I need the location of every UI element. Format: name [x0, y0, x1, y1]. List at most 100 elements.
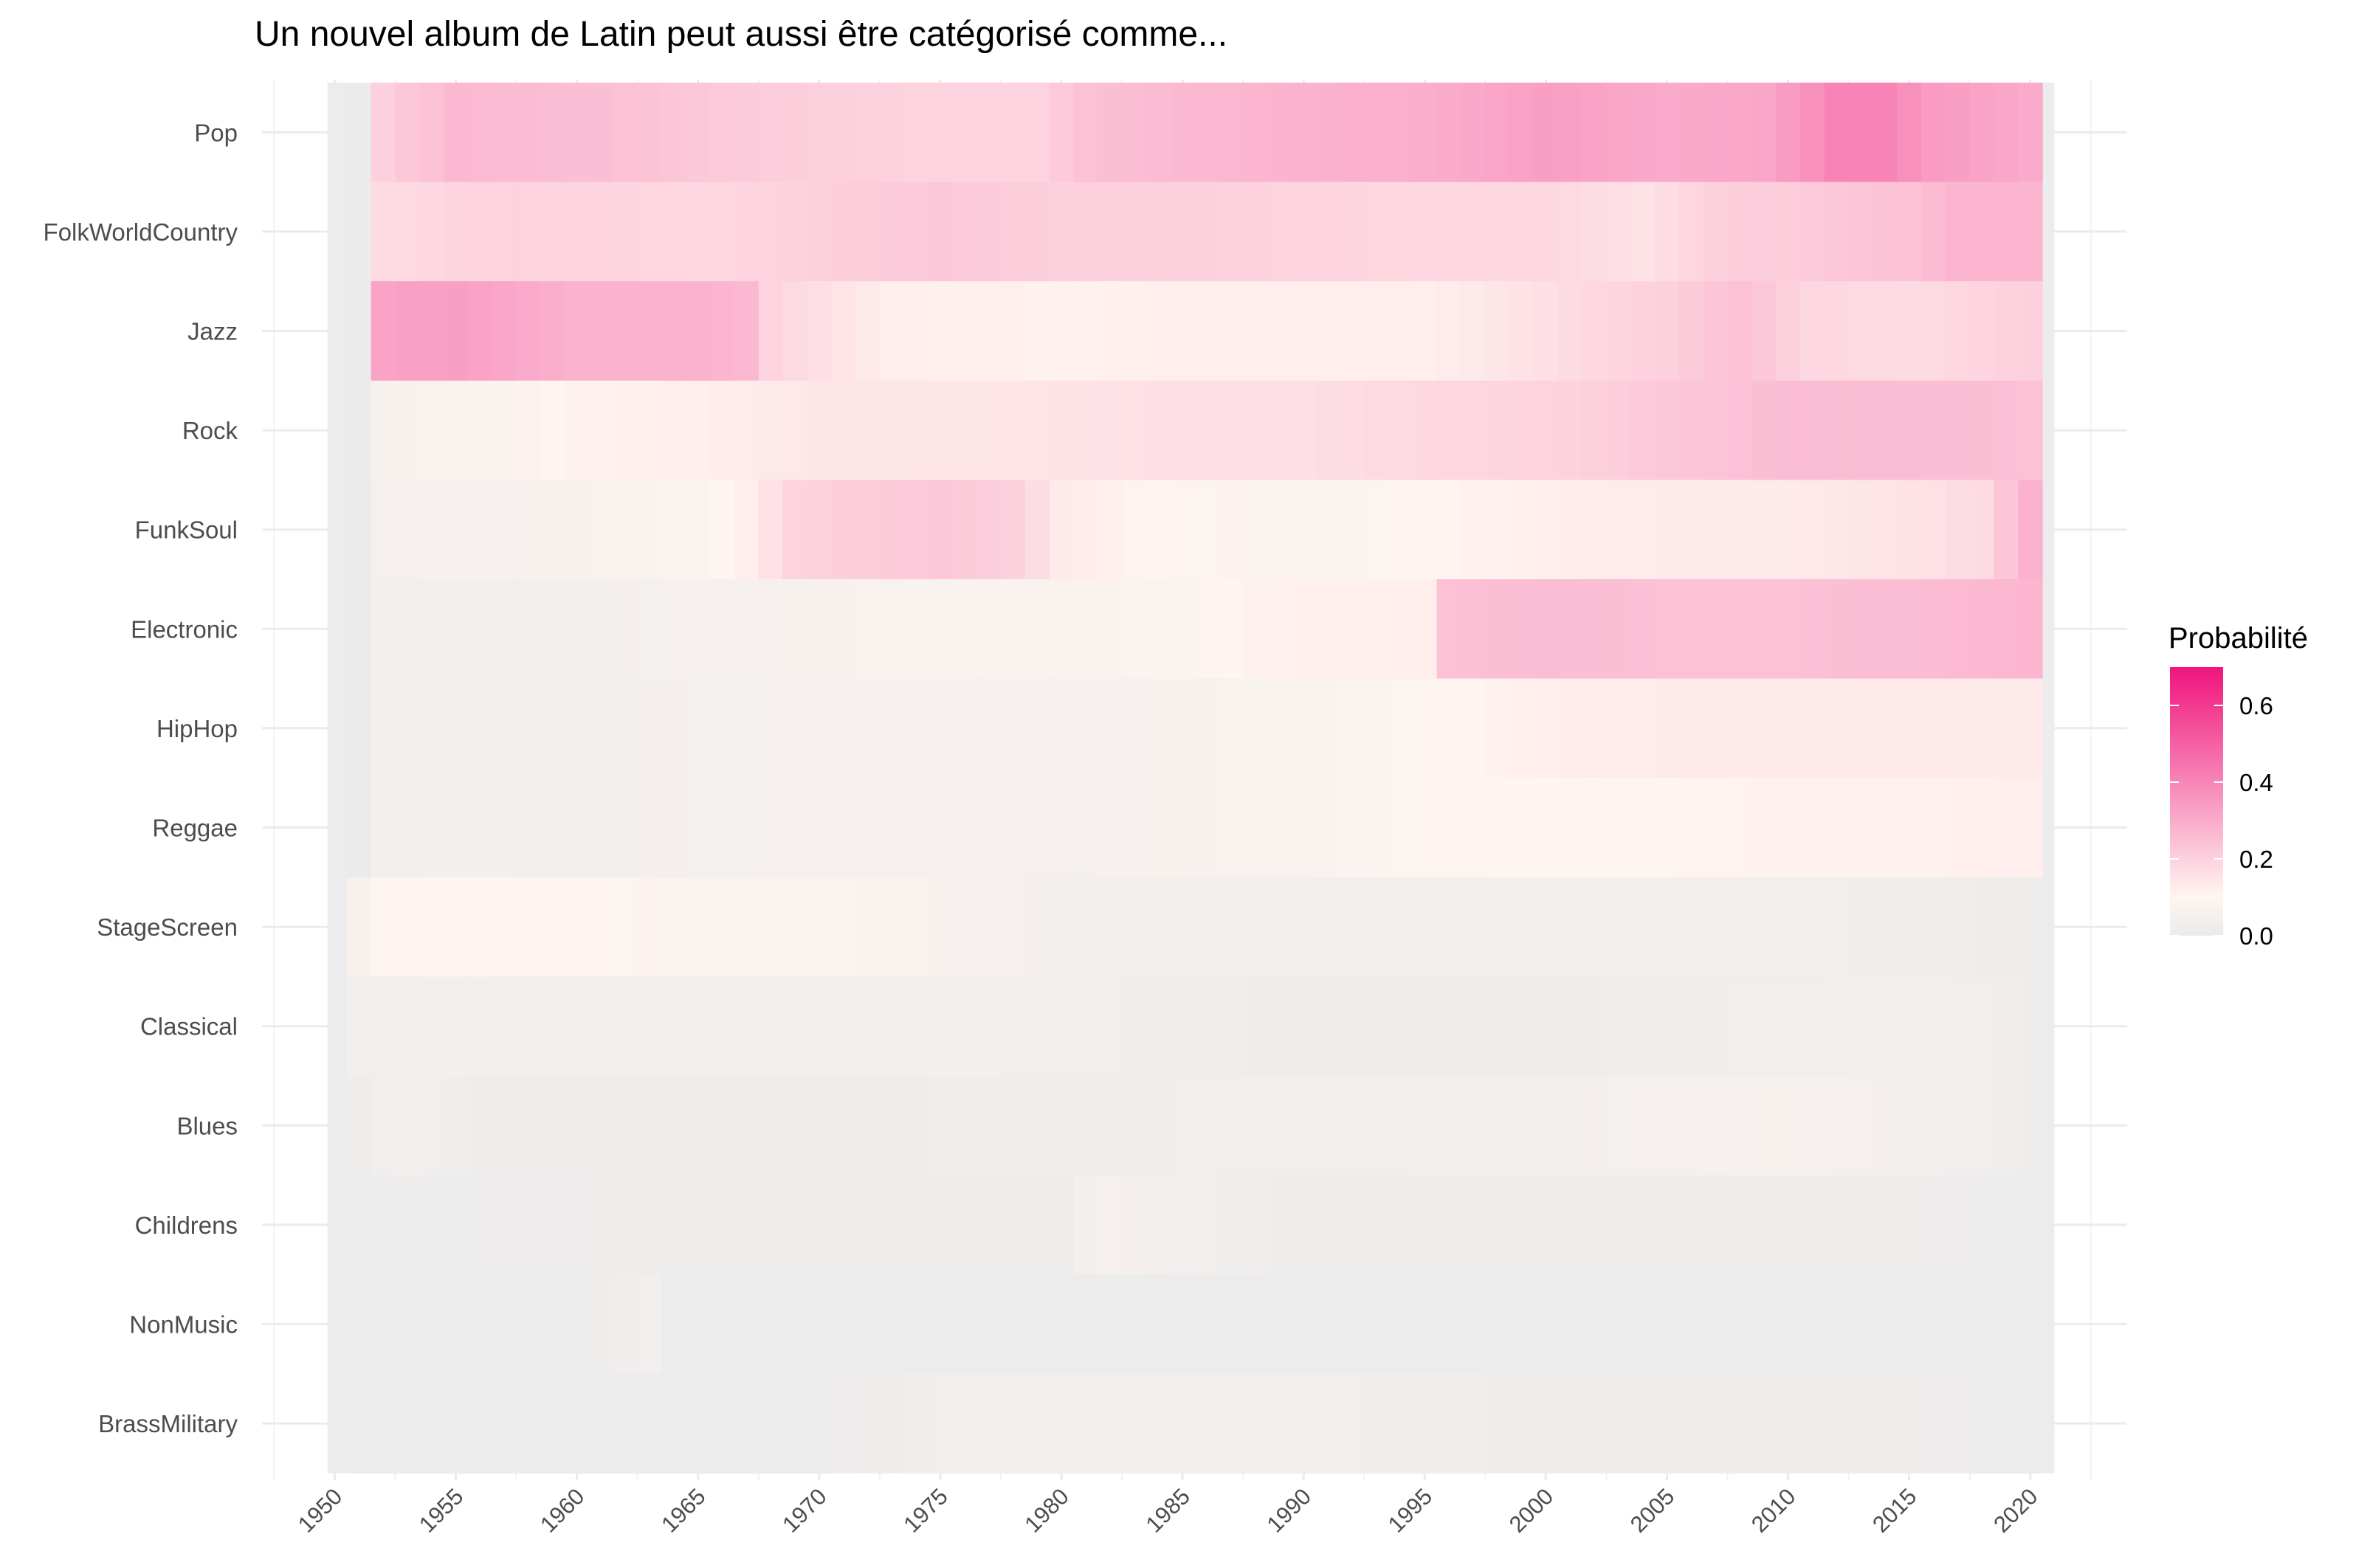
heatmap-cell	[1945, 1373, 1971, 1474]
heatmap-cell	[1703, 480, 1729, 580]
y-tick-label: FunkSoul	[135, 517, 238, 544]
heatmap-cell	[661, 1274, 686, 1375]
heatmap-cell	[928, 1175, 953, 1275]
heatmap-cell	[734, 480, 759, 580]
heatmap-cell	[1582, 1274, 1608, 1375]
heatmap-cell	[589, 579, 614, 680]
heatmap-cell	[1291, 1274, 1317, 1375]
heatmap-cell	[1873, 678, 1898, 778]
heatmap-cell	[589, 380, 614, 480]
heatmap-cell	[1897, 778, 1922, 878]
heatmap-cell	[1122, 182, 1147, 282]
heatmap-cell	[758, 1175, 784, 1275]
heatmap-cell	[1098, 281, 1123, 381]
heatmap-cell	[1703, 976, 1729, 1077]
heatmap-cell	[1873, 778, 1898, 878]
heatmap-cell	[1824, 1076, 1850, 1176]
heatmap-cell	[1291, 83, 1317, 183]
heatmap-cell	[1873, 281, 1898, 381]
heatmap-cell	[1630, 579, 1656, 680]
heatmap-cell	[1098, 877, 1123, 977]
heatmap-cell	[807, 778, 832, 878]
heatmap-cell	[879, 1076, 905, 1176]
heatmap-cell	[1000, 1274, 1026, 1375]
heatmap-cell	[467, 1175, 493, 1275]
heatmap-cell	[1388, 182, 1413, 282]
heatmap-cell	[952, 778, 977, 878]
heatmap-cell	[467, 1373, 493, 1474]
heatmap-cell	[1533, 380, 1559, 480]
heatmap-cell	[1509, 579, 1534, 680]
heatmap-cell	[1073, 579, 1098, 680]
heatmap-cell	[467, 579, 493, 680]
heatmap-cell	[1049, 1175, 1075, 1275]
heatmap-cell	[467, 778, 493, 878]
heatmap-cell	[589, 678, 614, 778]
heatmap-cell	[1122, 1373, 1147, 1474]
heatmap-cell	[613, 1373, 638, 1474]
heatmap-cell	[346, 579, 372, 680]
heatmap-cell	[1219, 380, 1244, 480]
heatmap-cell	[1678, 380, 1704, 480]
heatmap-cell	[346, 1274, 372, 1375]
heatmap-cell	[346, 678, 372, 778]
heatmap-cell	[710, 380, 735, 480]
heatmap-cell	[710, 877, 735, 977]
heatmap-cell	[589, 182, 614, 282]
heatmap-cell	[1461, 1076, 1486, 1176]
heatmap-cell	[2018, 1175, 2043, 1275]
heatmap-cell	[879, 877, 905, 977]
heatmap-cell	[1703, 678, 1729, 778]
heatmap-cell	[661, 1076, 686, 1176]
heatmap-cell	[1776, 678, 1801, 778]
heatmap-cell	[1024, 182, 1050, 282]
heatmap-cell	[1994, 1076, 2019, 1176]
heatmap-cell	[1485, 380, 1510, 480]
heatmap-cell	[1921, 579, 1946, 680]
heatmap-cell	[1412, 877, 1438, 977]
heatmap-cell	[1364, 976, 1389, 1077]
heatmap-cell	[952, 579, 977, 680]
x-tick-label: 1965	[656, 1483, 711, 1538]
heatmap-cell	[1994, 182, 2019, 282]
heatmap-cell	[1412, 281, 1438, 381]
heatmap-cell	[419, 877, 444, 977]
heatmap-cell	[1412, 976, 1438, 1077]
heatmap-cell	[1678, 579, 1704, 680]
heatmap-cell	[1098, 976, 1123, 1077]
heatmap-cell	[1824, 83, 1850, 183]
heatmap-cell	[661, 579, 686, 680]
heatmap-cell	[1751, 1274, 1777, 1375]
heatmap-cell	[903, 83, 929, 183]
heatmap-cell	[1703, 380, 1729, 480]
heatmap-cell	[395, 182, 420, 282]
heatmap-cell	[467, 281, 493, 381]
heatmap-cell	[1509, 480, 1534, 580]
heatmap-cell	[686, 1274, 711, 1375]
heatmap-cell	[1122, 380, 1147, 480]
heatmap-cell	[589, 281, 614, 381]
heatmap-cell	[758, 778, 784, 878]
heatmap-cell	[1146, 976, 1171, 1077]
heatmap-cell	[1921, 1274, 1946, 1375]
heatmap-cell	[1799, 380, 1825, 480]
heatmap-cell	[1194, 678, 1219, 778]
heatmap-cell	[831, 480, 856, 580]
heatmap-cell	[1000, 380, 1026, 480]
heatmap-cell	[540, 678, 565, 778]
heatmap-cell	[807, 976, 832, 1077]
heatmap-cell	[516, 182, 542, 282]
heatmap-cell	[1678, 1076, 1704, 1176]
heatmap-cell	[1412, 1076, 1438, 1176]
heatmap-cell	[565, 281, 590, 381]
heatmap-cell	[782, 1274, 808, 1375]
heatmap-cell	[589, 83, 614, 183]
heatmap-cell	[686, 83, 711, 183]
heatmap-cell	[1291, 380, 1317, 480]
heatmap-cell	[1194, 182, 1219, 282]
heatmap-cell	[1315, 83, 1341, 183]
heatmap-cell	[1969, 83, 1995, 183]
heatmap-cell	[1557, 1076, 1583, 1176]
heatmap-cell	[1340, 877, 1365, 977]
heatmap-cell	[1533, 877, 1559, 977]
